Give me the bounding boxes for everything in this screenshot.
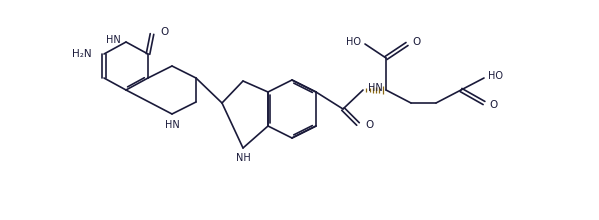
Text: O: O	[365, 120, 373, 130]
Text: HN: HN	[165, 120, 179, 130]
Text: HN: HN	[106, 35, 121, 45]
Text: O: O	[412, 37, 420, 47]
Text: NH: NH	[235, 153, 250, 163]
Text: HN: HN	[368, 83, 383, 93]
Text: O: O	[160, 27, 168, 37]
Text: H₂N: H₂N	[72, 49, 92, 59]
Text: O: O	[489, 100, 497, 110]
Text: HO: HO	[346, 37, 361, 47]
Text: HO: HO	[488, 71, 503, 81]
